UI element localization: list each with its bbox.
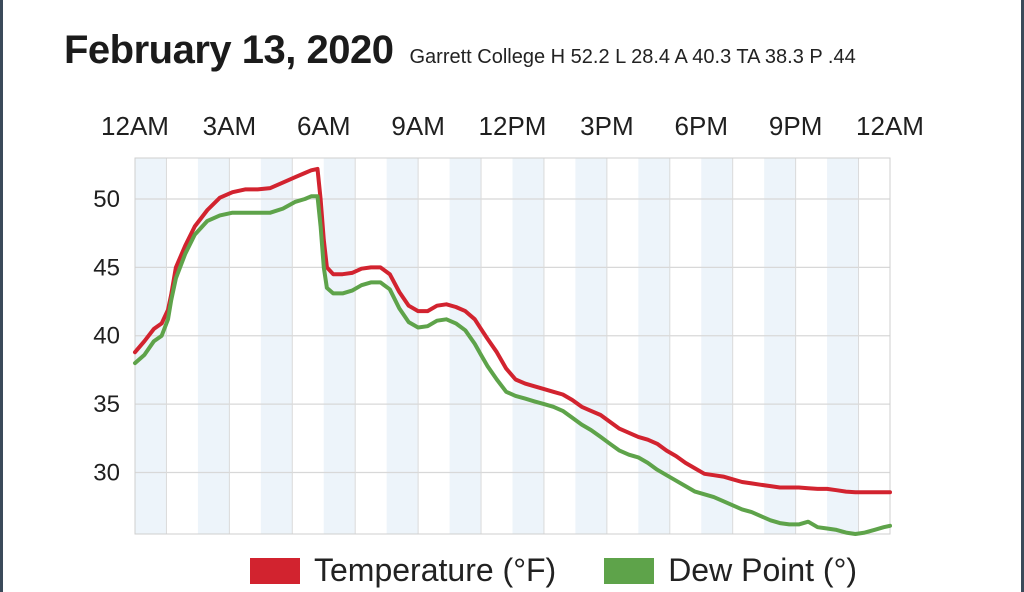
x-tick-label: 9PM (769, 111, 822, 141)
hour-band (512, 158, 544, 534)
station-summary: Garrett College H 52.2 L 28.4 A 40.3 TA … (409, 46, 856, 68)
temperature-swatch (250, 557, 300, 584)
hour-band (575, 158, 607, 534)
y-tick-label: 30 (93, 459, 120, 486)
hour-band (764, 158, 796, 534)
x-tick-label: 12PM (479, 111, 547, 141)
hour-band (701, 158, 733, 534)
legend-item-temperature[interactable]: Temperature (°F) (250, 552, 556, 589)
chart-header: February 13, 2020 Garrett College H 52.2… (64, 28, 856, 73)
y-tick-label: 40 (93, 323, 120, 350)
plot-border (134, 157, 891, 535)
dew-point-swatch (604, 557, 655, 584)
hour-band (323, 158, 356, 534)
x-tick-label: 12AM (856, 111, 924, 141)
weather-line-chart: 12AM 3AM 6AM 9AM 12PM 3PM 6PM 9PM 12AM 30 35 40 45 5… (93, 111, 924, 536)
x-tick-label: 9AM (391, 111, 444, 141)
legend-item-dew-point[interactable]: Dew Point (°) (604, 552, 857, 589)
chart-title: February 13, 2020 (64, 28, 394, 72)
series-lines (133, 166, 892, 536)
y-axis-ticks: 30 35 40 45 50 (93, 186, 120, 486)
hour-band (827, 158, 859, 534)
hour-band (197, 158, 230, 534)
grid-lines (134, 157, 891, 535)
y-tick-label: 45 (93, 254, 120, 281)
x-tick-label: 3PM (580, 111, 633, 141)
y-tick-label: 50 (93, 186, 120, 213)
hour-band (638, 158, 670, 534)
legend-label-temperature: Temperature (°F) (314, 552, 557, 588)
x-tick-label: 12AM (101, 111, 169, 141)
hour-band (260, 158, 293, 534)
right-frame-border (1021, 0, 1024, 592)
left-frame-border (0, 0, 3, 592)
y-tick-label: 35 (93, 391, 120, 418)
chart-legend: Temperature (°F) Dew Point (°) (250, 552, 905, 589)
x-tick-label: 3AM (203, 111, 256, 141)
legend-label-dew-point: Dew Point (°) (668, 552, 858, 588)
x-tick-label: 6AM (297, 111, 350, 141)
x-axis-ticks: 12AM 3AM 6AM 9AM 12PM 3PM 6PM 9PM 12AM (101, 111, 924, 141)
dew-point-line (133, 194, 892, 536)
hour-band (386, 158, 419, 534)
x-tick-label: 6PM (675, 111, 728, 141)
temperature-line (133, 166, 892, 495)
